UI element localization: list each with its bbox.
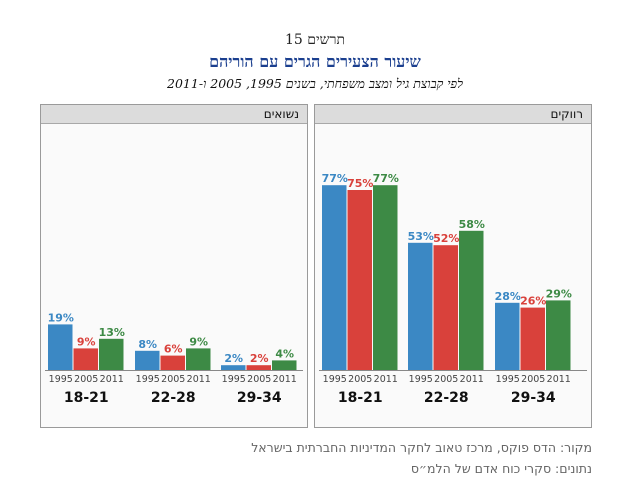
data-label: 53% xyxy=(408,230,434,243)
bar-29-34-1995 xyxy=(495,302,520,370)
year-tick-label: 1995 xyxy=(222,374,246,385)
panel-singles: רווקים 77% 1995 75% 2005 77% 2011 18-21 53% 1995… xyxy=(314,104,592,428)
year-tick-label: 2005 xyxy=(434,374,458,385)
age-group-label: 29-34 xyxy=(511,390,556,406)
year-tick-label: 1995 xyxy=(49,374,73,385)
data-label: 77% xyxy=(322,172,348,185)
source-line: מקור: הדס פוקס, מרכז טאוב לחקר המדיניות … xyxy=(251,440,592,455)
panel-title-married: נשואים xyxy=(41,105,307,124)
data-label: 77% xyxy=(373,172,399,185)
chart-singles: 77% 1995 75% 2005 77% 2011 18-21 53% 1995 52% 2005… xyxy=(319,172,587,406)
panel-title-singles: רווקים xyxy=(315,105,591,124)
data-label: 75% xyxy=(347,177,373,190)
age-group-label: 18-21 xyxy=(338,390,383,406)
age-group-label: 22-28 xyxy=(424,390,469,406)
age-group-label: 22-28 xyxy=(151,390,196,406)
year-tick-label: 2011 xyxy=(187,374,211,385)
bar-18-21-2011 xyxy=(99,338,124,370)
data-label: 26% xyxy=(520,295,546,308)
data-label: 58% xyxy=(459,218,485,231)
bar-29-34-2011 xyxy=(272,360,297,370)
year-tick-label: 2011 xyxy=(100,374,124,385)
year-tick-label: 2005 xyxy=(348,374,372,385)
bar-22-28-1995 xyxy=(135,350,160,370)
data-label: 13% xyxy=(99,326,125,339)
bar-22-28-2005 xyxy=(160,355,185,370)
data-label: 28% xyxy=(495,290,521,303)
chart-title: שיעור הצעירים הגרים עם הוריהם xyxy=(209,52,421,71)
bar-18-21-2005 xyxy=(73,348,98,370)
age-group-label: 29-34 xyxy=(237,390,282,406)
data-label: 2% xyxy=(224,352,243,365)
data-label: 19% xyxy=(48,311,74,324)
year-tick-label: 2011 xyxy=(273,374,297,385)
bar-22-28-2011 xyxy=(459,230,484,370)
data-label: 6% xyxy=(164,343,183,356)
data-label: 29% xyxy=(546,287,572,300)
data-label: 4% xyxy=(275,347,294,360)
year-tick-label: 2005 xyxy=(74,374,98,385)
age-group-label: 18-21 xyxy=(64,390,109,406)
year-tick-label: 1995 xyxy=(323,374,347,385)
data-source-line: נתונים: סקרי כוח אדם של הלמ״ס xyxy=(410,461,592,476)
bar-29-34-2005 xyxy=(520,307,545,370)
data-label: 8% xyxy=(138,338,157,351)
year-tick-label: 2011 xyxy=(547,374,571,385)
chart-subtitle: לפי קבוצת גיל ומצב משפחתי, בשנים 1995, 2… xyxy=(167,76,463,91)
data-label: 2% xyxy=(250,352,269,365)
chart-married: 19% 1995 9% 2005 13% 2011 18-21 8% 1995 6% 2005 9% 2… xyxy=(45,311,303,406)
data-label: 9% xyxy=(189,335,208,348)
bar-18-21-2011 xyxy=(373,185,398,370)
bar-29-34-1995 xyxy=(221,365,246,370)
bar-22-28-2005 xyxy=(433,245,458,370)
year-tick-label: 2005 xyxy=(521,374,545,385)
year-tick-label: 2011 xyxy=(374,374,398,385)
year-tick-label: 2005 xyxy=(161,374,185,385)
bar-18-21-1995 xyxy=(48,324,73,370)
bar-18-21-2005 xyxy=(347,190,372,370)
panel-married: נשואים 19% 1995 9% 2005 13% 2011 18-21 8% 1995 6%… xyxy=(40,104,308,428)
bar-29-34-2005 xyxy=(246,365,271,370)
bar-22-28-1995 xyxy=(408,242,433,370)
figure-label: תרשים 15 xyxy=(284,32,345,48)
year-tick-label: 2005 xyxy=(247,374,271,385)
year-tick-label: 1995 xyxy=(136,374,160,385)
year-tick-label: 1995 xyxy=(409,374,433,385)
bar-22-28-2011 xyxy=(186,348,211,370)
bar-29-34-2011 xyxy=(546,300,571,370)
year-tick-label: 1995 xyxy=(496,374,520,385)
year-tick-label: 2011 xyxy=(460,374,484,385)
data-label: 52% xyxy=(433,232,459,245)
bar-18-21-1995 xyxy=(322,185,347,370)
data-label: 9% xyxy=(77,335,96,348)
